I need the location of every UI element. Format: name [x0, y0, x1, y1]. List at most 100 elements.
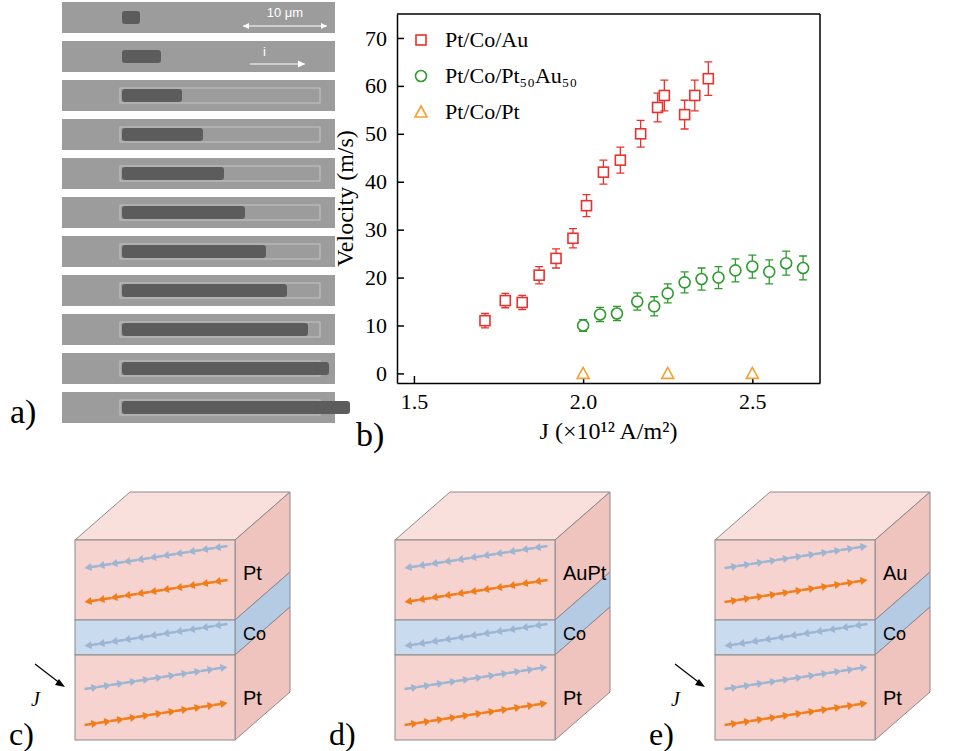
point	[680, 110, 690, 120]
y-tick-mark	[397, 229, 404, 231]
spin-arrow-head	[168, 672, 176, 680]
spin-arrow-head	[162, 585, 170, 593]
y-axis-title: Velocity (m/s)	[332, 130, 358, 267]
spin-arrow-head	[475, 710, 483, 718]
current-label: i	[263, 44, 266, 59]
spin-arrow-head	[424, 682, 432, 690]
x-tick-label: 2.0	[570, 389, 598, 414]
spin-arrow-head	[482, 585, 490, 593]
x-tick: 1.5	[401, 376, 429, 414]
layer-label: Pt	[243, 687, 262, 709]
frame	[819, 14, 821, 383]
spin-arrow-head	[450, 678, 458, 686]
y-tick-label: 70	[365, 26, 387, 51]
y-tick: 20	[365, 265, 404, 290]
spin-arrow-head	[136, 633, 144, 641]
spin-arrow-head	[860, 664, 868, 672]
wire	[120, 322, 320, 337]
current-arrow-head	[695, 679, 705, 687]
spin-arrow-head	[770, 678, 778, 686]
series	[578, 251, 809, 331]
spin-arrow-head	[834, 704, 842, 712]
domain	[122, 11, 140, 24]
spin-arrow-head	[155, 710, 163, 718]
error-bar	[691, 80, 699, 111]
spin-arrow-head	[808, 585, 816, 593]
spin-arrow-head	[744, 682, 752, 690]
point	[636, 129, 646, 139]
spin-arrow-head	[181, 706, 189, 714]
spin-arrow-head	[776, 633, 784, 641]
spin-arrow-head	[214, 577, 222, 585]
layer-label: Co	[883, 624, 906, 644]
box-layer	[75, 620, 235, 655]
spin-arrow-head	[821, 549, 829, 557]
current-arrow	[250, 63, 305, 64]
point	[764, 266, 775, 277]
spin-arrow-head	[482, 629, 490, 637]
error-bar	[535, 267, 543, 284]
spin-arrow-head	[782, 589, 790, 597]
box-layer	[75, 540, 235, 620]
spin-arrow-head	[495, 549, 503, 557]
spin-arrow-head	[181, 670, 189, 678]
series	[577, 367, 758, 378]
spin-arrow-head	[854, 621, 862, 629]
domain	[122, 167, 224, 180]
spin-arrow-head	[782, 676, 790, 684]
spin-arrow-head	[757, 680, 765, 688]
spin-arrow-head	[411, 720, 419, 728]
spin-arrow-head	[770, 714, 778, 722]
box-layer	[715, 540, 875, 620]
point	[662, 367, 674, 378]
box-layer	[395, 655, 555, 740]
spin-arrow-head	[443, 635, 451, 643]
domain	[122, 362, 329, 375]
spin-arrow-head	[744, 718, 752, 726]
point	[659, 90, 669, 100]
spin-arrow-head	[527, 702, 535, 710]
spin-arrow-head	[847, 545, 855, 553]
box-side	[235, 607, 290, 740]
wire	[120, 127, 320, 142]
point	[747, 261, 758, 272]
spin-arrow-head	[207, 702, 215, 710]
spin-arrow-head	[456, 633, 464, 641]
point	[582, 201, 592, 211]
spin-arrow-head	[85, 641, 93, 649]
spin-arrow-head	[488, 708, 496, 716]
point	[578, 320, 589, 331]
y-tick-label: 60	[365, 73, 387, 98]
layer-label: Au	[883, 562, 907, 584]
spin-arrow-head	[860, 577, 868, 585]
point	[577, 367, 589, 378]
domain	[122, 128, 203, 141]
error-bar	[616, 147, 624, 173]
x-tick: 2.0	[570, 376, 598, 414]
spin-arrow-head	[482, 551, 490, 559]
panel-label: c)	[9, 716, 34, 751]
x-axis: 1.52.02.5	[398, 376, 821, 414]
box-layer	[395, 540, 555, 620]
point	[746, 367, 758, 378]
frame	[397, 13, 820, 15]
spin-arrow-head	[85, 597, 93, 605]
point	[649, 301, 660, 312]
legend-label: Pt/Co/Pt	[445, 99, 520, 124]
legend-marker	[416, 35, 426, 45]
spin-arrow-head	[737, 639, 745, 647]
spin-arrow-head	[757, 593, 765, 601]
y-tick: 10	[365, 313, 404, 338]
layer-label: Pt	[243, 562, 262, 584]
image-frame	[62, 275, 335, 306]
spin-arrow-head	[540, 664, 548, 672]
spin-arrow-head	[860, 543, 868, 551]
x-axis-title: J (×10¹² A/m²)	[540, 418, 678, 444]
spin-arrow-head	[450, 714, 458, 722]
spin-arrow-head	[175, 627, 183, 635]
y-tick: 0	[376, 361, 404, 386]
image-frame	[62, 236, 335, 267]
y-tick-mark	[397, 38, 404, 40]
point	[632, 296, 643, 307]
panel-label: d)	[329, 716, 356, 751]
